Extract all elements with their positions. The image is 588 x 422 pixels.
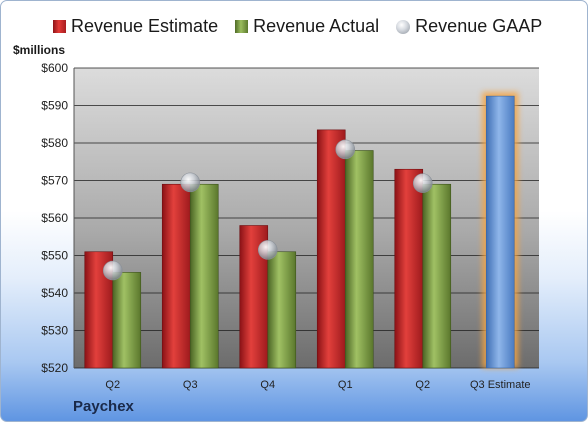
x-tick-label: Q1 <box>338 379 353 391</box>
bar-actual <box>189 183 219 369</box>
gaap-bubble-icon <box>396 19 411 34</box>
legend-item-actual: Revenue Actual <box>235 16 379 37</box>
legend-label-estimate: Revenue Estimate <box>71 16 219 36</box>
bar-estimate-future <box>485 95 515 369</box>
legend-label-gaap: Revenue GAAP <box>415 16 543 36</box>
y-tick-label: $550 <box>41 249 68 263</box>
y-tick-label: $590 <box>41 99 68 113</box>
y-tick-label: $540 <box>41 286 68 300</box>
bar-actual <box>267 251 297 369</box>
bar-actual <box>422 183 452 369</box>
x-tick-label: Q3 Estimate <box>470 379 531 391</box>
legend-item-gaap: Revenue GAAP <box>396 16 542 37</box>
y-tick-label: $520 <box>41 361 68 375</box>
estimate-swatch-icon <box>53 20 66 33</box>
y-axis-unit-label: $millions <box>13 43 66 57</box>
gaap-bubble <box>412 173 433 193</box>
x-tick-label: Q2 <box>105 379 120 391</box>
bar-estimate <box>316 129 346 369</box>
y-tick-label: $600 <box>41 61 68 75</box>
y-tick-label: $530 <box>41 324 68 338</box>
y-tick-label: $580 <box>41 136 68 150</box>
y-tick-label: $560 <box>41 211 68 225</box>
x-tick-label: Q4 <box>260 379 275 391</box>
bar-actual <box>344 150 374 369</box>
x-tick-label: Q2 <box>415 379 430 391</box>
bar-estimate <box>394 168 424 369</box>
x-tick-label: Q3 <box>183 379 198 391</box>
legend-label-actual: Revenue Actual <box>253 16 380 36</box>
bar-estimate <box>161 183 191 369</box>
gaap-bubble <box>180 172 201 193</box>
y-tick-label: $570 <box>41 174 68 188</box>
bar-actual <box>112 272 142 369</box>
legend-item-estimate: Revenue Estimate <box>53 16 218 37</box>
gaap-bubble-group <box>102 139 433 281</box>
gaap-bubble <box>335 139 356 160</box>
company-name: Paychex <box>73 398 134 415</box>
bar-group <box>84 92 519 369</box>
gridlines <box>73 67 539 369</box>
gaap-bubble <box>102 260 123 281</box>
x-axis-tick-labels: Q2 Q3 Q4 Q1 Q2 Q3 Estimate <box>105 379 530 391</box>
y-axis-tick-labels: $520 $530 $540 $550 $560 $570 $580 $590 $600 <box>41 61 68 375</box>
chart-legend: Revenue Estimate Revenue Actual Revenue … <box>53 16 559 37</box>
actual-swatch-icon <box>235 20 249 33</box>
gaap-bubble <box>257 240 278 260</box>
